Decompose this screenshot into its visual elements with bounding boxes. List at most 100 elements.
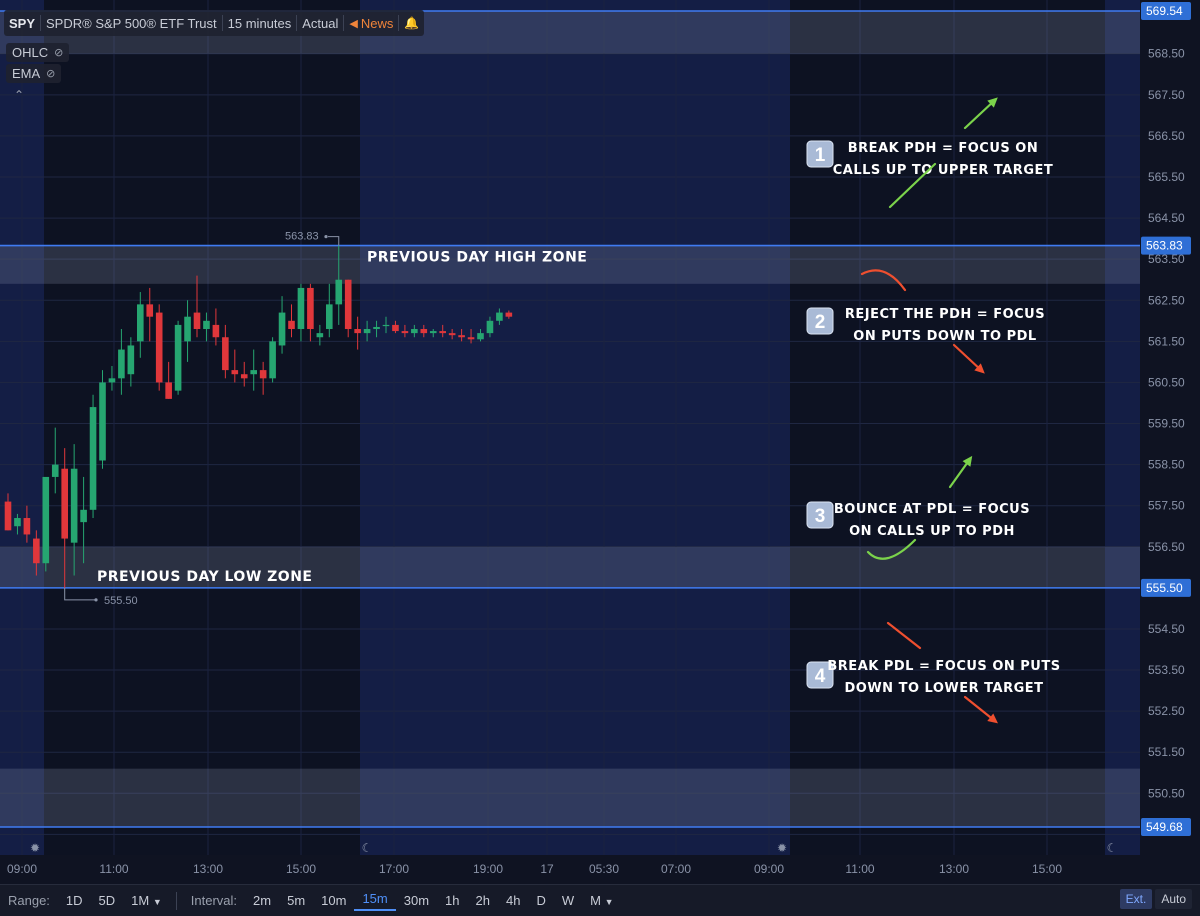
price-chart[interactable]: PREVIOUS DAY HIGH ZONE PREVIOUS DAY LOW Z… (0, 0, 1200, 884)
candle (326, 283, 333, 338)
regular-session-shade (44, 0, 360, 855)
number-badge-label: 3 (815, 506, 826, 527)
arrow-head (987, 97, 998, 108)
interval-d[interactable]: D (536, 893, 546, 908)
interval-2h[interactable]: 2h (475, 893, 490, 908)
annotation-text: BREAK PDL = FOCUS ON PUTS (827, 659, 1060, 674)
price-zone (0, 768, 1140, 827)
indicator-ohlc[interactable]: OHLC ⊘ (6, 43, 70, 62)
interval-2m[interactable]: 2m (253, 893, 272, 908)
candle (429, 329, 437, 338)
price-zone (0, 245, 1140, 284)
y-tick-label: 565.50 (1148, 170, 1185, 184)
bell-icon[interactable]: 🔔 (404, 16, 420, 30)
candle-body (4, 501, 12, 531)
mode-label[interactable]: Actual (302, 15, 339, 31)
candle (127, 337, 135, 387)
range-1m[interactable]: 1M ▼ (123, 893, 170, 908)
sun-icon: ✹ (30, 841, 40, 855)
candle (203, 312, 210, 342)
interval-15m[interactable]: 15m (354, 891, 396, 911)
x-tick-label: 07:00 (661, 862, 691, 876)
extended-hours-toggle[interactable]: Ext. (1119, 889, 1153, 909)
auto-scale-toggle[interactable]: Auto (1155, 889, 1192, 909)
news-button[interactable]: ◀ News (344, 16, 398, 31)
candle (99, 370, 106, 469)
candle (4, 493, 12, 531)
candle (240, 361, 248, 387)
candle-body (392, 324, 399, 332)
candle-body (420, 329, 428, 334)
candle (184, 300, 191, 362)
indicator-label: EMA (12, 66, 41, 81)
interval-m[interactable]: M ▼ (582, 893, 621, 908)
interval-5m[interactable]: 5m (287, 893, 306, 908)
candle-body (118, 349, 125, 379)
y-tick-label: 556.50 (1148, 540, 1185, 554)
ticker-symbol[interactable]: SPY (9, 15, 36, 31)
y-tick-label: 550.50 (1148, 786, 1185, 800)
moon-icon: ☾ (362, 841, 373, 855)
arrow-tail (886, 621, 922, 650)
x-tick-label: 09:00 (754, 862, 784, 876)
chevron-up-icon[interactable]: ⌃ (14, 88, 25, 102)
interval-w[interactable]: W (561, 893, 575, 908)
arrow-icon (963, 98, 997, 130)
indicator-ema[interactable]: EMA ⊘ (6, 64, 62, 83)
news-label: News (360, 15, 394, 31)
candle-body (99, 382, 106, 461)
number-badge-label: 1 (815, 145, 826, 166)
extended-hours-shade (360, 0, 790, 855)
candle-body (278, 312, 286, 346)
price-badge-box (1141, 578, 1191, 597)
interval-4h[interactable]: 4h (505, 893, 521, 908)
bottom-toolbar: Range: 1D 5D 1M ▼ Interval: 2m 5m 10m 15… (0, 884, 1200, 916)
annotation-3: 3 BOUNCE AT PDL = FOCUS ON CALLS UP TO PDH (806, 455, 1030, 560)
candle-body (203, 320, 210, 330)
candle (307, 283, 314, 342)
x-tick-label: 13:00 (193, 862, 223, 876)
candle-body (496, 312, 503, 321)
low-marker-dot (94, 598, 98, 602)
candle (439, 324, 446, 338)
y-tick-label: 551.50 (1148, 745, 1185, 759)
pdh-zone-label: PREVIOUS DAY HIGH ZONE (367, 250, 587, 266)
x-tick-label: 11:00 (99, 862, 128, 876)
candle-body (344, 279, 352, 330)
candle-body (354, 329, 361, 334)
eye-off-icon[interactable]: ⊘ (54, 47, 64, 59)
caret-down-icon: ▼ (152, 897, 162, 907)
eye-off-icon[interactable]: ⊘ (46, 68, 56, 80)
range-5d[interactable]: 5D (98, 893, 116, 908)
candle-body (429, 331, 437, 334)
candle-body (259, 370, 267, 379)
interval-m-label: M (590, 893, 601, 908)
arrow-head (974, 363, 985, 374)
y-tick-label: 560.50 (1148, 375, 1185, 389)
candle-body (467, 337, 475, 340)
interval-1h[interactable]: 1h (445, 893, 460, 908)
interval-label[interactable]: 15 minutes (227, 15, 292, 31)
candle-body (297, 287, 305, 330)
high-marker-line (328, 236, 340, 246)
candle-body (373, 326, 380, 330)
price-badge-label: 549.68 (1146, 820, 1183, 834)
candle-body (250, 370, 257, 375)
range-1d[interactable]: 1D (65, 893, 83, 908)
candle (411, 324, 418, 338)
pdl-zone-label: PREVIOUS DAY LOW ZONE (97, 569, 312, 585)
y-tick-label: 559.50 (1148, 417, 1185, 431)
interval-30m[interactable]: 30m (403, 893, 430, 908)
candle (70, 444, 78, 576)
candle (448, 329, 456, 340)
instrument-name: SPDR® S&P 500® ETF Trust (46, 15, 217, 31)
x-tick-label: 09:00 (7, 862, 37, 876)
x-tick-label: 11:00 (845, 862, 874, 876)
candle (344, 279, 352, 338)
candle (505, 310, 513, 319)
interval-10m[interactable]: 10m (321, 893, 347, 908)
time-axis-bg (0, 855, 1200, 884)
range-1m-label: 1M (131, 893, 150, 908)
candle-body (240, 374, 248, 379)
price-badge: 569.54 (1141, 2, 1191, 20)
